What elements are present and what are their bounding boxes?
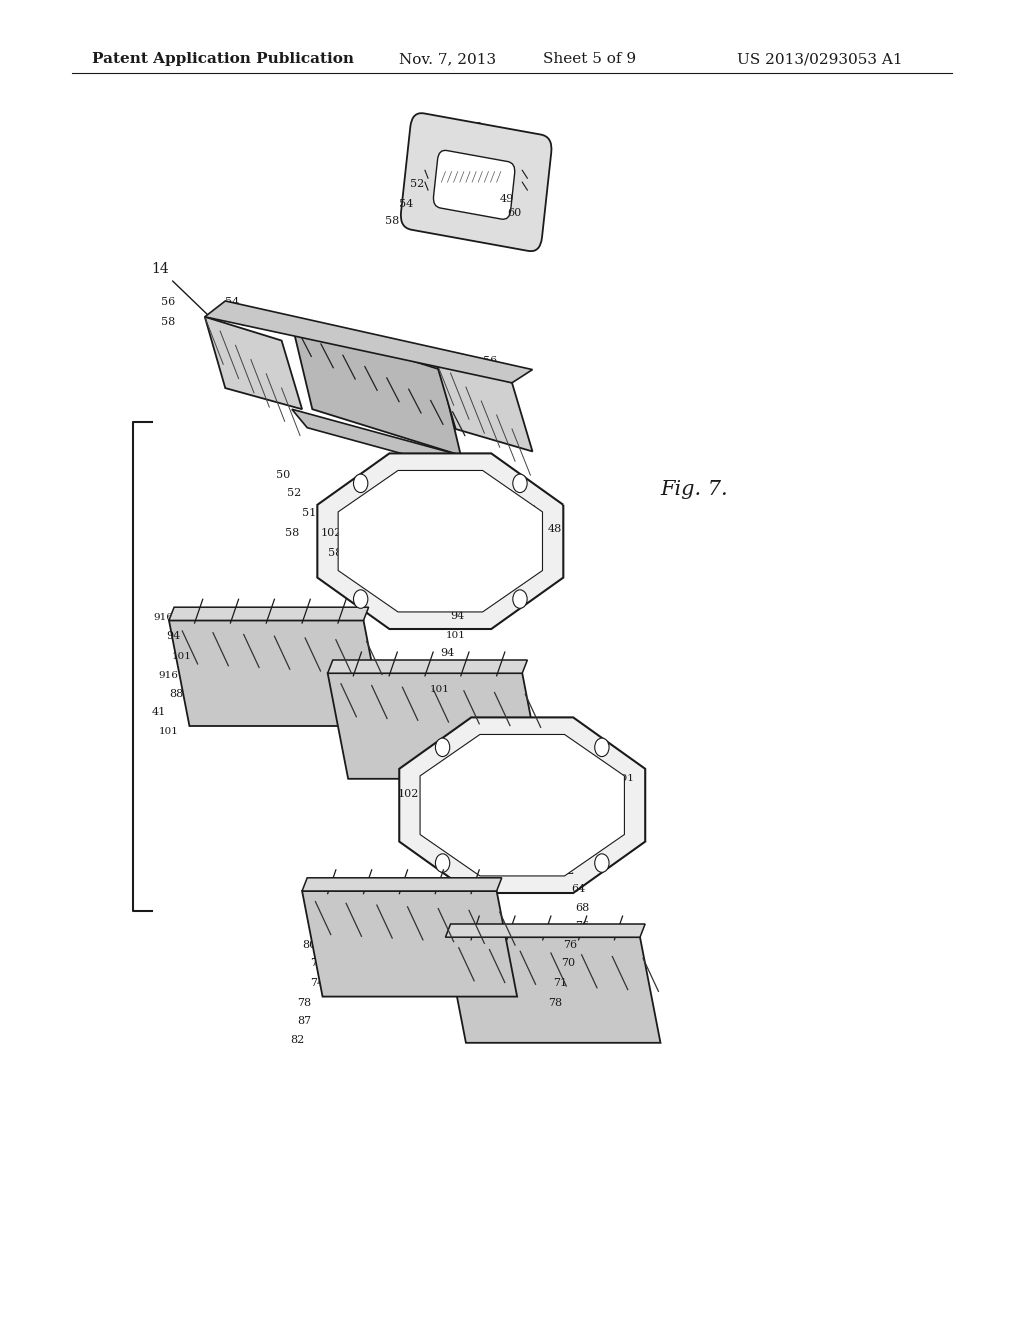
Polygon shape <box>399 717 645 894</box>
Text: 101: 101 <box>172 652 191 661</box>
Text: 54: 54 <box>399 199 414 210</box>
Circle shape <box>513 590 527 609</box>
Text: Nov. 7, 2013: Nov. 7, 2013 <box>399 53 497 66</box>
Text: 52: 52 <box>287 488 301 499</box>
Text: 14: 14 <box>152 263 248 354</box>
Text: 90: 90 <box>443 665 458 676</box>
Text: 51: 51 <box>302 508 316 519</box>
Text: 58: 58 <box>285 528 299 539</box>
Text: 87: 87 <box>297 1016 311 1027</box>
Text: 916: 916 <box>430 594 450 603</box>
Text: 60: 60 <box>507 209 521 219</box>
Text: 48: 48 <box>548 524 562 535</box>
Circle shape <box>595 854 609 873</box>
Text: 78: 78 <box>310 958 325 969</box>
Text: 64: 64 <box>571 884 586 895</box>
Polygon shape <box>205 301 532 383</box>
Text: 54: 54 <box>225 297 240 308</box>
Text: 56: 56 <box>161 297 175 308</box>
Polygon shape <box>205 317 302 409</box>
Polygon shape <box>169 607 369 620</box>
Text: 101: 101 <box>159 727 178 737</box>
Text: 52: 52 <box>241 318 255 329</box>
Text: 88: 88 <box>522 506 537 516</box>
Polygon shape <box>169 620 384 726</box>
Text: 80: 80 <box>304 883 318 894</box>
Circle shape <box>353 474 368 492</box>
Polygon shape <box>445 924 645 937</box>
Polygon shape <box>420 734 625 876</box>
Text: 52: 52 <box>410 180 424 190</box>
Text: 916: 916 <box>154 614 173 623</box>
Polygon shape <box>302 891 517 997</box>
Text: 78: 78 <box>548 998 562 1008</box>
Polygon shape <box>328 660 527 673</box>
Text: 49: 49 <box>500 194 514 205</box>
Text: 101: 101 <box>445 631 465 640</box>
Text: 54: 54 <box>492 375 506 385</box>
Polygon shape <box>338 470 543 612</box>
Text: Sheet 5 of 9: Sheet 5 of 9 <box>543 53 636 66</box>
Polygon shape <box>328 673 543 779</box>
Text: 916: 916 <box>159 672 178 681</box>
Text: 102: 102 <box>397 789 419 800</box>
Text: 69: 69 <box>315 921 330 932</box>
Text: 70: 70 <box>561 958 575 969</box>
Text: Fig. 7.: Fig. 7. <box>660 480 728 499</box>
FancyBboxPatch shape <box>400 114 552 251</box>
Text: 71: 71 <box>553 978 567 989</box>
Polygon shape <box>317 453 563 630</box>
Text: 60: 60 <box>471 411 485 421</box>
Text: 76: 76 <box>563 940 578 950</box>
Text: Patent Application Publication: Patent Application Publication <box>92 53 354 66</box>
Text: 58: 58 <box>161 317 175 327</box>
Text: 94: 94 <box>440 648 455 659</box>
Text: 88: 88 <box>169 689 183 700</box>
Text: 56: 56 <box>483 356 498 367</box>
Circle shape <box>435 854 450 873</box>
Text: US 2013/0293053 A1: US 2013/0293053 A1 <box>737 53 903 66</box>
Text: 78: 78 <box>297 998 311 1008</box>
Polygon shape <box>445 937 660 1043</box>
Polygon shape <box>292 409 471 473</box>
Circle shape <box>435 738 450 756</box>
Text: 101: 101 <box>614 775 634 784</box>
Circle shape <box>595 738 609 756</box>
Text: 52: 52 <box>477 392 492 403</box>
Text: 50: 50 <box>276 470 291 480</box>
Text: 56: 56 <box>466 121 482 144</box>
Text: 74: 74 <box>310 978 325 989</box>
Text: 68: 68 <box>575 903 590 913</box>
FancyBboxPatch shape <box>433 150 515 219</box>
Text: 94: 94 <box>166 631 180 642</box>
Polygon shape <box>435 359 532 451</box>
Text: 82: 82 <box>290 1035 304 1045</box>
Polygon shape <box>302 878 502 891</box>
Text: 41: 41 <box>152 708 166 718</box>
Text: 80: 80 <box>302 940 316 950</box>
Text: 101: 101 <box>430 685 450 694</box>
Text: 76: 76 <box>575 921 590 932</box>
Text: 78: 78 <box>304 903 318 913</box>
Circle shape <box>353 590 368 609</box>
Circle shape <box>513 474 527 492</box>
Text: 94: 94 <box>451 611 465 622</box>
Polygon shape <box>292 323 461 455</box>
Text: 58: 58 <box>385 216 399 227</box>
Text: 102: 102 <box>321 528 342 539</box>
Text: 62: 62 <box>560 866 574 876</box>
Text: 58: 58 <box>328 548 342 558</box>
